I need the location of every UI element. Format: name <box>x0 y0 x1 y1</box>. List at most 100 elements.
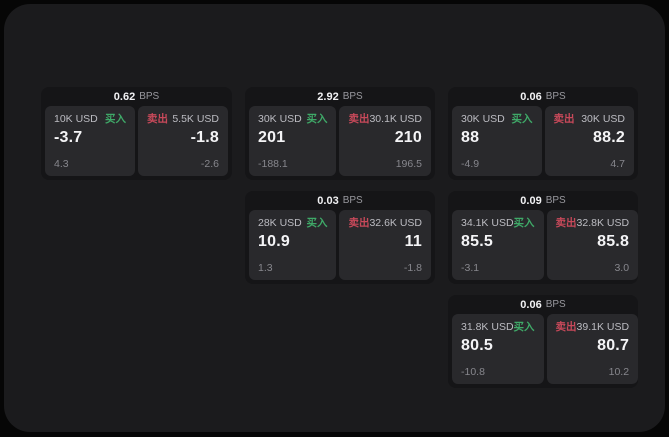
bps-value: 0.03 <box>317 194 339 207</box>
sell-size-label: 32.6K USD <box>369 217 422 229</box>
sell-price: 210 <box>394 129 422 146</box>
bps-value: 0.09 <box>520 194 542 207</box>
buy-tile-top: 30K USD 买入 <box>461 113 533 125</box>
sell-delta: 196.5 <box>395 158 422 170</box>
sell-size-label: 30K USD <box>581 113 625 125</box>
sell-quote-tile[interactable]: 卖出 30.1K USD 210 196.5 <box>339 106 431 176</box>
buy-quote-tile[interactable]: 28K USD 买入 10.9 1.3 <box>249 210 337 280</box>
buy-tile-top: 28K USD 买入 <box>258 217 327 229</box>
sell-price: 85.8 <box>597 233 630 250</box>
sell-tile-top: 卖出 32.8K USD <box>556 217 630 229</box>
buy-tile-top: 34.1K USD 买入 <box>461 217 535 229</box>
bps-unit-label: BPS <box>342 195 363 206</box>
quote-card: 0.09 BPS 34.1K USD 买入 85.5 -3.1 卖出 32.8K… <box>448 191 639 284</box>
buy-quote-tile[interactable]: 30K USD 买入 88 -4.9 <box>452 106 542 176</box>
bps-header: 0.03 BPS <box>249 191 431 210</box>
sell-side-label: 卖出 <box>555 321 577 333</box>
buy-size-label: 30K USD <box>461 113 505 125</box>
quote-card: 2.92 BPS 30K USD 买入 201 -188.1 卖出 30.1K … <box>245 87 435 180</box>
sell-delta: -1.8 <box>403 262 422 274</box>
quote-tiles: 30K USD 买入 88 -4.9 卖出 30K USD 88.2 4.7 <box>452 106 634 176</box>
buy-side-label: 买入 <box>513 217 535 229</box>
quote-tiles: 28K USD 买入 10.9 1.3 卖出 32.6K USD 11 -1.8 <box>249 210 431 280</box>
bps-unit-label: BPS <box>545 91 566 102</box>
buy-delta: -10.8 <box>461 366 485 378</box>
sell-quote-tile[interactable]: 卖出 39.1K USD 80.7 10.2 <box>546 314 639 384</box>
buy-size-label: 34.1K USD <box>461 217 514 229</box>
sell-price: 11 <box>404 233 422 250</box>
buy-delta: 4.3 <box>54 158 69 170</box>
buy-tile-top: 31.8K USD 买入 <box>461 321 535 333</box>
sell-tile-top: 卖出 30K USD <box>554 113 626 125</box>
buy-price: 85.5 <box>461 233 493 250</box>
buy-side-label: 买入 <box>306 217 328 229</box>
sell-tile-top: 卖出 32.6K USD <box>348 217 422 229</box>
sell-tile-top: 卖出 39.1K USD <box>556 321 630 333</box>
buy-tile-top: 10K USD 买入 <box>54 113 126 125</box>
buy-size-label: 28K USD <box>258 217 302 229</box>
buy-side-label: 买入 <box>511 113 533 125</box>
buy-quote-tile[interactable]: 30K USD 买入 201 -188.1 <box>249 106 337 176</box>
buy-quote-tile[interactable]: 10K USD 买入 -3.7 4.3 <box>45 106 135 176</box>
buy-delta: -188.1 <box>258 158 288 170</box>
bps-value: 0.06 <box>520 298 542 311</box>
sell-quote-tile[interactable]: 卖出 5.5K USD -1.8 -2.6 <box>138 106 228 176</box>
buy-delta: 1.3 <box>258 262 273 274</box>
buy-price: 10.9 <box>258 233 290 250</box>
sell-price: 80.7 <box>597 337 630 354</box>
sell-quote-tile[interactable]: 卖出 30K USD 88.2 4.7 <box>544 106 634 176</box>
quote-tiles: 10K USD 买入 -3.7 4.3 卖出 5.5K USD -1.8 -2.… <box>45 106 228 176</box>
quote-card: 0.06 BPS 30K USD 买入 88 -4.9 卖出 30K USD 8… <box>448 87 638 180</box>
sell-price: 88.2 <box>593 129 625 146</box>
quote-card: 0.06 BPS 31.8K USD 买入 80.5 -10.8 卖出 39.1… <box>448 295 639 388</box>
buy-size-label: 30K USD <box>258 113 302 125</box>
buy-quote-tile[interactable]: 34.1K USD 买入 85.5 -3.1 <box>452 210 544 280</box>
buy-price: 201 <box>258 129 286 146</box>
bps-value: 2.92 <box>317 90 339 103</box>
sell-tile-top: 卖出 5.5K USD <box>147 113 219 125</box>
quote-card: 0.62 BPS 10K USD 买入 -3.7 4.3 卖出 5.5K USD… <box>41 87 232 180</box>
quote-board-panel: 0.62 BPS 10K USD 买入 -3.7 4.3 卖出 5.5K USD… <box>4 4 665 432</box>
sell-quote-tile[interactable]: 卖出 32.6K USD 11 -1.8 <box>339 210 431 280</box>
bps-unit-label: BPS <box>139 91 160 102</box>
sell-delta: 4.7 <box>610 158 625 170</box>
bps-unit-label: BPS <box>545 299 566 310</box>
bps-unit-label: BPS <box>545 195 566 206</box>
buy-delta: -4.9 <box>461 158 480 170</box>
sell-side-label: 卖出 <box>348 217 370 229</box>
bps-value: 0.62 <box>113 90 136 103</box>
buy-price: 80.5 <box>461 337 493 354</box>
buy-quote-tile[interactable]: 31.8K USD 买入 80.5 -10.8 <box>452 314 544 384</box>
sell-side-label: 卖出 <box>555 217 577 229</box>
sell-size-label: 39.1K USD <box>576 321 630 333</box>
buy-delta: -3.1 <box>461 262 480 274</box>
quote-tiles: 34.1K USD 买入 85.5 -3.1 卖出 32.8K USD 85.8… <box>452 210 639 280</box>
sell-delta: -2.6 <box>200 158 219 170</box>
bps-value: 0.06 <box>520 90 542 103</box>
sell-size-label: 32.8K USD <box>576 217 630 229</box>
bps-header: 2.92 BPS <box>249 87 431 106</box>
buy-size-label: 31.8K USD <box>461 321 514 333</box>
bps-header: 0.09 BPS <box>452 191 634 210</box>
buy-tile-top: 30K USD 买入 <box>258 113 327 125</box>
buy-price: 88 <box>461 129 480 146</box>
quote-tiles: 30K USD 买入 201 -188.1 卖出 30.1K USD 210 1… <box>249 106 431 176</box>
sell-side-label: 卖出 <box>553 113 575 125</box>
bps-header: 0.62 BPS <box>45 87 228 106</box>
quote-tiles: 31.8K USD 买入 80.5 -10.8 卖出 39.1K USD 80.… <box>452 314 639 384</box>
sell-quote-tile[interactable]: 卖出 32.8K USD 85.8 3.0 <box>546 210 639 280</box>
sell-price: -1.8 <box>190 129 219 146</box>
sell-size-label: 5.5K USD <box>172 113 219 125</box>
bps-header: 0.06 BPS <box>452 295 634 314</box>
buy-side-label: 买入 <box>513 321 535 333</box>
buy-price: -3.7 <box>54 129 83 146</box>
sell-delta: 10.2 <box>608 366 630 378</box>
quote-card: 0.03 BPS 28K USD 买入 10.9 1.3 卖出 32.6K US… <box>245 191 435 284</box>
sell-tile-top: 卖出 30.1K USD <box>348 113 422 125</box>
buy-side-label: 买入 <box>105 113 126 125</box>
sell-delta: 3.0 <box>614 262 630 274</box>
bps-header: 0.06 BPS <box>452 87 634 106</box>
sell-size-label: 30.1K USD <box>369 113 422 125</box>
buy-size-label: 10K USD <box>54 113 98 125</box>
